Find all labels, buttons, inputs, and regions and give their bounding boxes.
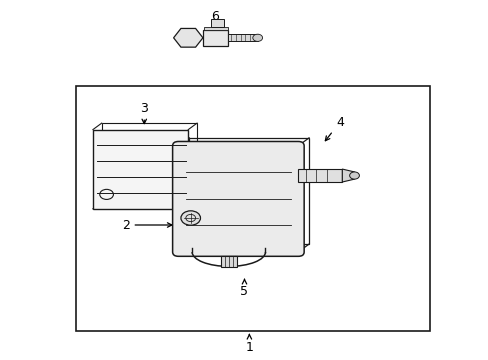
Text: 3: 3 [140, 102, 148, 123]
Bar [93, 130, 188, 209]
FancyBboxPatch shape [172, 141, 304, 256]
Bar [298, 169, 342, 182]
Text: 4: 4 [325, 116, 343, 141]
Polygon shape [173, 28, 203, 47]
Bar [210, 19, 224, 27]
Circle shape [349, 172, 359, 179]
Text: 5: 5 [240, 279, 248, 298]
Text: 2: 2 [122, 219, 171, 231]
Bar [204, 27, 228, 30]
Bar [221, 256, 236, 267]
Circle shape [252, 34, 262, 41]
Bar [76, 86, 429, 331]
Text: 6: 6 [211, 10, 219, 26]
Circle shape [181, 211, 200, 225]
Text: 1: 1 [245, 334, 253, 354]
Bar [228, 34, 257, 41]
Polygon shape [342, 169, 354, 182]
Bar [203, 30, 228, 46]
